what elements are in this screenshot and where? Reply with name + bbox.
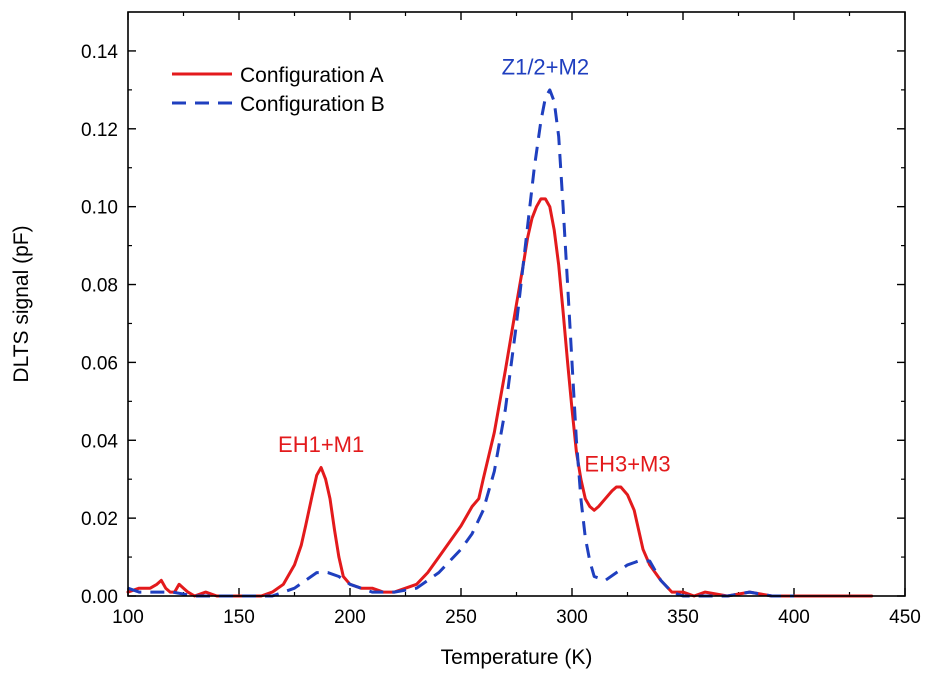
y-tick-label: 0.02: [81, 509, 118, 530]
x-tick-label: 450: [889, 607, 921, 628]
x-tick-label: 100: [112, 607, 144, 628]
legend-label: Configuration A: [240, 64, 384, 87]
y-tick-label: 0.08: [81, 276, 118, 297]
series-line-configuration-b: [127, 88, 794, 598]
y-tick-label: 0.12: [81, 120, 118, 141]
series-layer: [126, 88, 874, 598]
plot-frame: [127, 11, 906, 597]
y-tick-label: 0.06: [81, 353, 118, 374]
x-tick-label: 200: [334, 607, 366, 628]
series-line-configuration-a: [126, 197, 874, 598]
x-tick-labels: 100 150 200 250 300 350 400 450: [112, 607, 921, 628]
peak-annotation: Z1/2+M2: [502, 54, 589, 79]
y-tick-label: 0.14: [81, 42, 118, 63]
peak-annotations: EH1+M1 Z1/2+M2 EH3+M3: [278, 54, 671, 476]
x-tick-label: 350: [667, 607, 699, 628]
y-tick-labels: 0.00 0.02 0.04 0.06 0.08 0.10 0.12 0.14: [81, 42, 118, 608]
y-tick-label: 0.10: [81, 198, 118, 219]
legend: Configuration A Configuration B: [172, 64, 385, 116]
y-tick-label: 0.00: [81, 587, 118, 608]
y-axis-label: DLTS signal (pF): [10, 225, 33, 382]
y-tick-label: 0.04: [81, 431, 118, 452]
x-tick-label: 150: [223, 607, 255, 628]
x-tick-label: 300: [556, 607, 588, 628]
peak-annotation: EH3+M3: [584, 451, 670, 476]
legend-label: Configuration B: [240, 93, 385, 116]
x-tick-label: 400: [778, 607, 810, 628]
x-tick-label: 250: [445, 607, 477, 628]
peak-annotation: EH1+M1: [278, 432, 364, 457]
x-axis-label: Temperature (K): [441, 646, 593, 669]
